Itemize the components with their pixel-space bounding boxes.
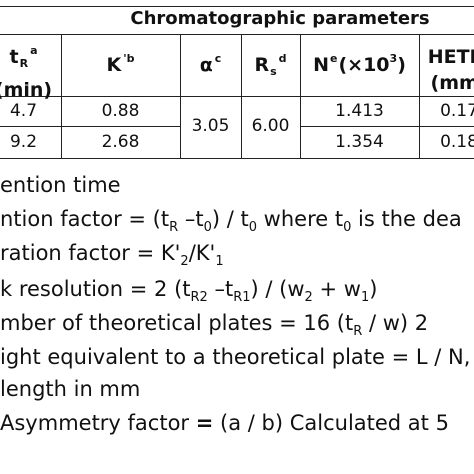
fn-f-text: ight equivalent to a theoretical plate =… (0, 345, 471, 369)
fn-c-s2: 1 (215, 254, 224, 269)
cell-alpha-merged: 3.05 (191, 116, 230, 136)
col-header-k: K'b (61, 52, 180, 76)
fn-e-p2: / w) 2 (362, 311, 429, 335)
footnote-peak-resolution: k resolution = 2 (tR2 –tR1) / (w2 + w1) (0, 276, 377, 311)
cell-n-row1: 1.413 (335, 101, 384, 121)
table-rule-top (0, 6, 474, 7)
footnote-retention-time: ention time (0, 172, 121, 198)
fn-h-bold: = (195, 411, 214, 435)
footnote-asymmetry-factor: Asymmetry factor = (a / b) Calculated at… (0, 410, 449, 436)
fn-h-p2: (a / b) Calculated at 5 (213, 411, 449, 435)
footnote-separation-factor: ration factor = K'2/K'1 (0, 240, 224, 275)
col-divider (180, 34, 181, 158)
fn-b-s1: R (169, 220, 179, 235)
footnote-a-text: ention time (0, 173, 121, 197)
col-header-hetp-main: HETP (427, 46, 474, 68)
fn-e-s1: R (353, 324, 363, 339)
cell-k-row1: 0.88 (101, 101, 140, 121)
col-header-n: Ne(×103) (300, 52, 419, 76)
col-header-tr-sup: a (30, 44, 38, 57)
col-header-alpha-sup: c (214, 52, 222, 65)
col-header-rs: Rsd (241, 52, 300, 78)
fn-b-p3: ) / t (211, 207, 249, 231)
col-header-tr-sub: R (19, 57, 29, 70)
fn-b-s4: 0 (343, 220, 352, 235)
fn-b-s2: 0 (203, 220, 212, 235)
footnote-length: length in mm (0, 376, 140, 402)
fn-d-p4: + w (312, 277, 361, 301)
fn-d-p2: –t (207, 277, 234, 301)
cell-n-row2: 1.354 (335, 132, 384, 152)
fn-d-s1: R2 (190, 290, 208, 305)
fn-b-p4: where t (257, 207, 344, 231)
fn-b-p1: ntion factor = (t (0, 207, 170, 231)
fn-d-p1: k resolution = 2 (t (0, 277, 191, 301)
cell-hetp-row1: 0.17 (440, 101, 474, 121)
fn-d-s3: 2 (304, 290, 313, 305)
col-header-n-rest: (×10 (338, 54, 390, 76)
fn-c-p2: /K' (188, 241, 216, 265)
col-header-rs-sup: d (278, 52, 287, 65)
table-rule-row (0, 126, 180, 127)
col-divider (419, 34, 420, 158)
fn-c-s1: 2 (180, 254, 189, 269)
cell-rs-merged: 6.00 (251, 116, 290, 136)
fn-d-p5: ) (369, 277, 378, 301)
fn-g-text: length in mm (0, 377, 141, 401)
fn-e-p1: mber of theoretical plates = 16 (t (0, 311, 354, 335)
fn-h-p1: Asymmetry factor (0, 411, 196, 435)
fn-b-p2: –t (178, 207, 204, 231)
col-divider (61, 34, 62, 158)
footnote-retention-factor: ntion factor = (tR –t0) / t0 where t0 is… (0, 206, 462, 241)
col-header-tr-main: t (9, 46, 19, 68)
table-rule-header (0, 96, 474, 97)
table-rule-bottom (0, 158, 474, 159)
fn-b-p5: is the dea (351, 207, 462, 231)
col-header-k-sup: 'b (123, 52, 135, 65)
col-header-alpha-main: α (199, 54, 213, 76)
col-header-n-close: ) (397, 54, 406, 76)
fn-d-s4: 1 (360, 290, 370, 305)
fn-d-p3: ) / (w (250, 277, 305, 301)
col-header-tr-unit: (min) (0, 79, 53, 101)
col-header-hetp: HETPf (mm) (419, 38, 474, 96)
footnote-hetp: ight equivalent to a theoretical plate =… (0, 344, 470, 370)
col-header-n-exp: 3 (389, 52, 398, 65)
col-header-rs-sub: s (270, 65, 277, 78)
footnote-theoretical-plates: mber of theoretical plates = 16 (tR / w)… (0, 310, 428, 345)
col-header-k-main: K (106, 54, 122, 76)
col-header-tr: tRa (min) (0, 38, 61, 103)
cell-hetp-row2: 0.18 (440, 132, 474, 152)
table-rule-group (0, 34, 474, 35)
col-divider (241, 34, 242, 158)
fn-c-p1: ration factor = K' (0, 241, 181, 265)
col-header-rs-main: R (254, 54, 270, 76)
fn-d-s2: R1 (233, 290, 251, 305)
col-divider (300, 34, 301, 158)
cell-k-row2: 2.68 (101, 132, 140, 152)
cell-tr-row1: 4.7 (9, 101, 38, 121)
table-group-header: Chromatographic parameters (130, 8, 430, 29)
col-header-n-main: N (313, 54, 330, 76)
cell-tr-row2: 9.2 (9, 132, 38, 152)
table-rule-row-right (300, 126, 474, 127)
col-header-hetp-unit: (mm) (430, 72, 474, 94)
fn-b-s3: 0 (248, 220, 257, 235)
col-header-n-sup: e (330, 52, 338, 65)
